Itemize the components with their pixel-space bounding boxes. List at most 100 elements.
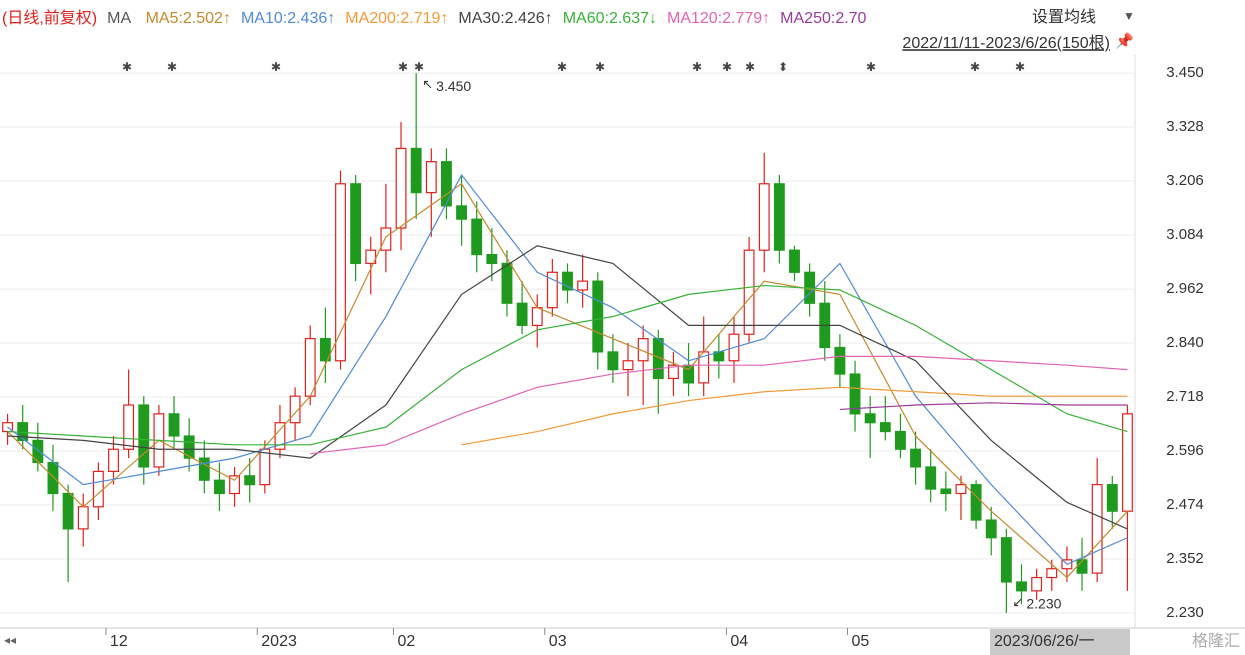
svg-text:✱: ✱: [722, 60, 732, 74]
candle-body: [108, 448, 119, 472]
candle-body: [849, 373, 861, 415]
annotation-arrow: ↙: [1012, 594, 1023, 609]
candle-body: [32, 439, 44, 464]
y-tick-label: 3.084: [1166, 226, 1204, 243]
candle-body: [77, 506, 89, 530]
y-tick-label: 2.840: [1166, 334, 1204, 351]
svg-text:✱: ✱: [692, 60, 702, 74]
ma-line: [461, 386, 1128, 446]
candle-body: [1091, 484, 1103, 574]
candle-body: [743, 249, 755, 335]
x-tick-label: 05: [851, 633, 869, 650]
candle-body: [198, 457, 210, 481]
candle-body: [531, 307, 543, 326]
candle-body: [1000, 537, 1012, 583]
y-tick-label: 3.450: [1166, 64, 1204, 81]
candle-body: [758, 183, 770, 251]
y-tick-label: 2.962: [1166, 280, 1204, 297]
annotation-label: 2.230: [1026, 596, 1061, 612]
candle-body: [970, 484, 982, 521]
candle-body: [289, 395, 301, 424]
range-label: 2022/11/11-2023/6/26(150根): [902, 34, 1110, 52]
candle-body: [894, 430, 906, 450]
candle-body: [304, 338, 316, 397]
y-tick-label: 2.596: [1166, 442, 1204, 459]
candle-body: [864, 413, 876, 424]
x-tick-label: 12: [110, 633, 128, 650]
y-tick-label: 2.352: [1166, 550, 1204, 567]
svg-text:✱: ✱: [398, 60, 408, 74]
candle-body: [471, 218, 483, 256]
svg-text:✱: ✱: [1015, 60, 1025, 74]
candle-body: [1121, 413, 1133, 512]
candle-body: [244, 475, 256, 486]
ma-line: [839, 402, 1128, 411]
candle-body: [213, 479, 225, 495]
dropdown-arrow[interactable]: ▼: [1123, 9, 1135, 23]
annotation-arrow: ↖: [422, 77, 433, 92]
candle-body: [652, 338, 664, 380]
setting-button[interactable]: [1030, 3, 1140, 29]
scroll-left[interactable]: ◂◂: [4, 633, 16, 647]
legend-entry: MA60:2.637↓: [562, 10, 657, 27]
svg-text:✱: ✱: [414, 60, 424, 74]
mode-label: (日线,前复权): [2, 10, 98, 27]
svg-text:⬍: ⬍: [778, 60, 788, 74]
event-markers: ✱ ✱ ✱ ✱ ✱ ✱ ✱ ✱ ✱ ✱ ⬍ ✱ ✱ ✱: [122, 60, 1025, 74]
candle-body: [910, 448, 922, 468]
x-tick-label: 03: [549, 633, 567, 650]
svg-text:✱: ✱: [745, 60, 755, 74]
candle-body: [562, 271, 573, 291]
candle-body: [62, 492, 74, 530]
ma-line: [7, 284, 1128, 446]
legend-entry: MA120:2.779↑: [666, 10, 771, 27]
legend-entry: MA30:2.426↑: [458, 10, 553, 27]
candle-body: [879, 422, 891, 433]
candle-body: [1106, 484, 1118, 512]
candle-body: [546, 271, 558, 309]
ma-line: [310, 355, 1128, 455]
x-tick-label: 2023: [261, 633, 297, 650]
candle-body: [834, 346, 846, 375]
candle-body: [637, 338, 649, 362]
x-tick-label: 02: [397, 633, 415, 650]
candle-body: [168, 413, 180, 437]
candle-body: [501, 262, 513, 304]
candle-body: [92, 470, 104, 508]
candle-body: [607, 351, 619, 371]
candle-body: [138, 404, 150, 468]
candle-body: [622, 360, 634, 371]
candle-body: [395, 147, 407, 229]
candle-body: [259, 448, 271, 486]
candle-body: [1046, 568, 1058, 579]
svg-text:✱: ✱: [970, 60, 980, 74]
candle-body: [925, 466, 937, 490]
pin-icon[interactable]: 📌: [1115, 31, 1134, 50]
candle-body: [789, 249, 800, 273]
candle-body: [123, 404, 135, 450]
cursor-date: 2023/06/26/一: [994, 633, 1095, 650]
candle-body: [440, 161, 452, 207]
candle-body: [350, 183, 362, 265]
ma-line: [7, 182, 1128, 579]
legend-entry: MA5:2.502↑: [145, 10, 231, 27]
candle-body: [319, 338, 331, 362]
candle-body: [940, 488, 952, 495]
legend-entry: MA200:2.719↑: [345, 10, 449, 27]
svg-text:✱: ✱: [557, 60, 567, 74]
svg-text:✱: ✱: [866, 60, 876, 74]
watermark: 格隆汇: [1192, 632, 1240, 650]
candle-body: [985, 519, 997, 539]
setting-label[interactable]: 设置均线: [1032, 8, 1096, 26]
candle-body: [47, 461, 59, 495]
candle-body: [335, 183, 346, 362]
candle-body: [486, 253, 498, 265]
y-tick-label: 3.206: [1166, 172, 1204, 189]
y-tick-label: 2.718: [1166, 388, 1204, 405]
svg-text:✱: ✱: [271, 60, 281, 74]
ma-line: [7, 173, 1128, 566]
candle-body: [1016, 581, 1027, 592]
candle-body: [1031, 576, 1043, 592]
